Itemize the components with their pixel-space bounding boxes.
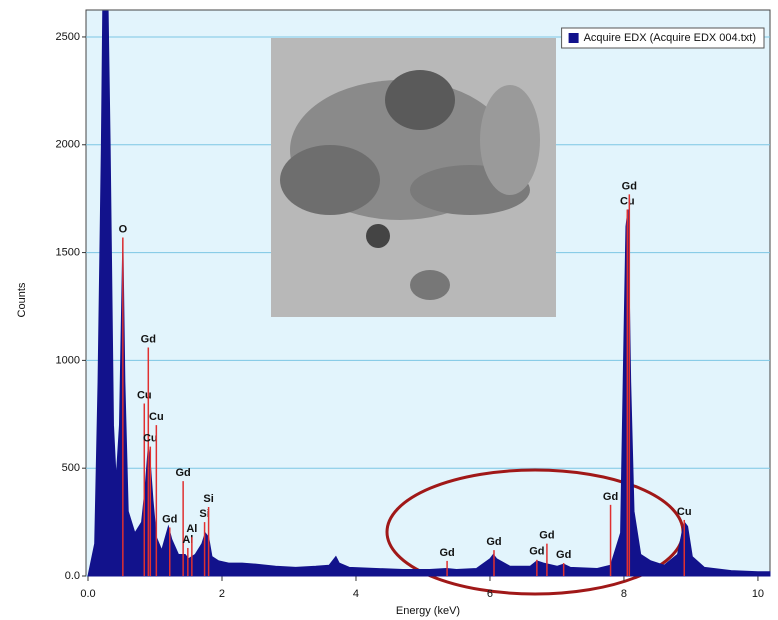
element-label: Cu [149, 411, 164, 423]
y-tick-label: 1000 [56, 354, 80, 366]
y-tick-label: 2500 [56, 31, 80, 43]
element-label: Al [186, 523, 197, 535]
x-tick-label: 8 [621, 588, 627, 600]
element-label: Gd [486, 536, 501, 548]
y-axis-title: Counts [16, 282, 28, 317]
spectrum-area [87, 10, 771, 577]
y-tick-label: 2000 [56, 139, 80, 151]
y-tick-label: 1500 [56, 246, 80, 258]
element-label: Cu [137, 389, 152, 401]
element-label: Si [199, 508, 209, 520]
legend-swatch [568, 33, 579, 43]
legend: Acquire EDX (Acquire EDX 004.txt) [561, 27, 765, 49]
element-label: Gd [175, 467, 190, 479]
element-label: Gd [603, 491, 618, 503]
element-label: Cu [677, 506, 692, 518]
legend-label: Acquire EDX (Acquire EDX 004.txt) [584, 32, 756, 44]
x-tick-label: 4 [353, 588, 359, 600]
element-label: Cu [143, 433, 158, 445]
inset-image [271, 38, 556, 317]
element-label: Gd [556, 549, 571, 561]
element-label: Cu [620, 195, 635, 207]
x-tick-label: 6 [487, 588, 493, 600]
y-tick-label: 0.0 [65, 570, 80, 582]
element-label: Gd [622, 180, 637, 192]
element-label: Si [203, 493, 213, 505]
legend-box [561, 27, 765, 49]
element-label: Gd [162, 513, 177, 525]
element-label: Gd [439, 547, 454, 559]
element-label: O [119, 223, 128, 235]
element-label: Gd [539, 530, 554, 542]
x-tick-label: 10 [752, 588, 764, 600]
x-tick-label: 2 [219, 588, 225, 600]
x-tick-label: 0.0 [80, 588, 95, 600]
element-label: Gd [141, 333, 156, 345]
element-label: Al [182, 534, 193, 546]
y-tick-label: 500 [62, 462, 80, 474]
element-label: Gd [529, 546, 544, 558]
x-axis-title: Energy (keV) [396, 605, 460, 617]
